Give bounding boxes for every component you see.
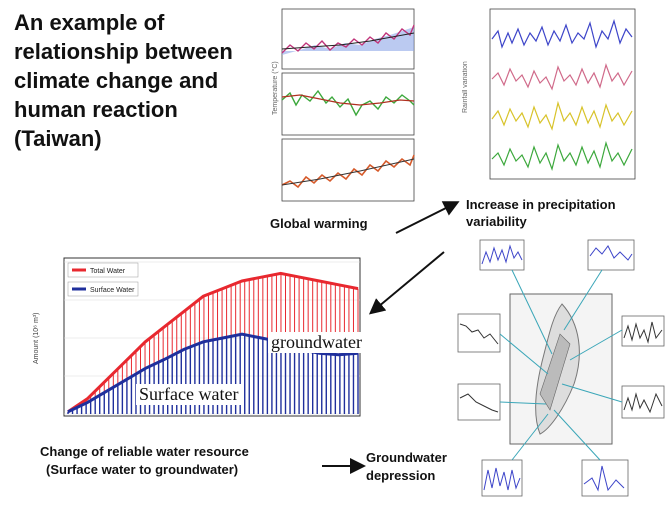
groundwater-map-collage (452, 234, 666, 504)
well-line-5 (459, 393, 499, 413)
well-line-1 (481, 244, 523, 265)
well-line-7 (483, 467, 521, 491)
arrow-warming-to-precip (395, 201, 460, 234)
well-line-4 (623, 321, 663, 344)
groundwater-map-svg (457, 239, 665, 497)
arrow-precip-to-water (368, 251, 445, 315)
precipitation-charts-svg: Rainfall variation (462, 8, 636, 180)
temperature-axis-text: Temperature (°C) (271, 61, 279, 115)
water-change-label-1: Change of reliable water resource (40, 444, 249, 459)
precipitation-charts: Rainfall variation (462, 3, 642, 193)
well-chart-3 (457, 313, 501, 353)
total-water-line (67, 271, 359, 413)
legend-box-1 (67, 262, 139, 278)
surface-water-label: Surface water (136, 384, 242, 405)
well-chart-1 (479, 239, 525, 271)
legend-total-text: Total Water (90, 268, 126, 275)
well-line-3 (459, 323, 499, 345)
well-line-2 (589, 245, 633, 261)
precip-series-2 (491, 63, 633, 91)
well-chart-5 (457, 383, 501, 421)
temp-panel-3 (281, 138, 415, 202)
gw-depression-label-1: Groundwater (366, 450, 447, 465)
well-chart-2 (587, 239, 635, 271)
temperature-charts: Temperature (°C) (270, 5, 418, 205)
temp-trend-3 (281, 158, 415, 186)
global-warming-label: Global warming (270, 216, 368, 231)
precip-series-4 (491, 140, 633, 172)
map-connector-lines (499, 269, 623, 461)
well-line-6 (623, 392, 663, 414)
legend-surface-text: Surface Water (90, 287, 135, 294)
gw-depression-label-2: depression (366, 468, 436, 483)
temp-trend-2 (281, 94, 415, 106)
water-resource-chart: Amount (10⁶ m³) Total Water Surface Wate… (28, 254, 365, 426)
groundwater-label: groundwater (268, 332, 365, 353)
precip-increase-label: Increase in precipitation variability (466, 197, 616, 229)
temp-series-1 (281, 24, 415, 54)
legend-box-2 (67, 281, 139, 297)
precip-series-1 (491, 18, 633, 50)
page-title: An example of relationship between clima… (14, 10, 233, 151)
map-hatched-region (539, 333, 571, 411)
water-bars (67, 273, 359, 414)
precip-axis-text: Rainfall variation (462, 61, 469, 113)
water-resource-svg: Amount (10⁶ m³) Total Water Surface Wate… (33, 257, 361, 417)
well-line-8 (583, 465, 625, 492)
temp-panel-2 (281, 72, 415, 136)
temperature-charts-svg: Temperature (°C) (271, 8, 415, 202)
temp-series-3 (281, 154, 415, 189)
water-change-label-2: (Surface water to groundwater) (46, 462, 239, 477)
precip-series-3 (491, 100, 633, 131)
water-ylabel-text: Amount (10⁶ m³) (33, 312, 40, 364)
precip-frame (489, 8, 636, 180)
temp-trend-1 (281, 32, 415, 50)
